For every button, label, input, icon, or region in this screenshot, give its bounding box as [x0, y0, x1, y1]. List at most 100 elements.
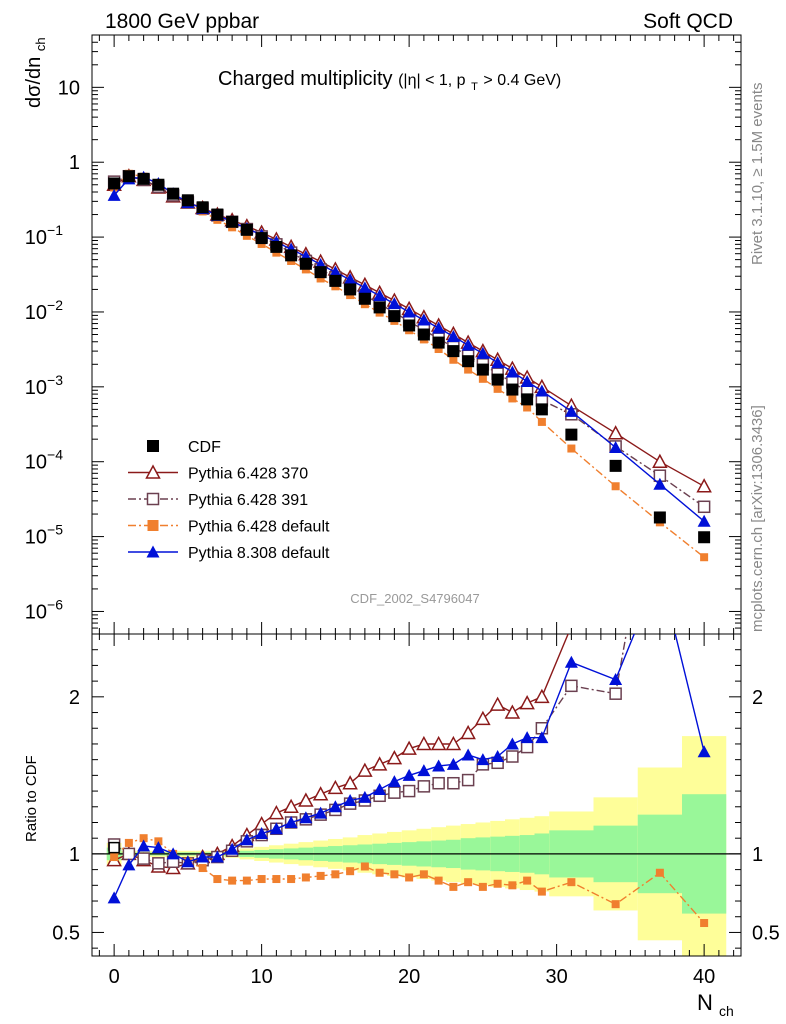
point-cdf [609, 459, 622, 472]
ratio-point-pdef6 [242, 876, 251, 885]
point-cdf [565, 428, 578, 441]
ratio-point-pdef6 [419, 870, 428, 879]
ratio-point-pdef6 [287, 875, 296, 884]
ratio-point-p391 [520, 740, 534, 754]
point-cdf [535, 403, 548, 416]
ratio-point-pdef6 [272, 875, 281, 884]
ratio-point-p370 [416, 735, 432, 751]
point-cdf [255, 232, 268, 245]
point-cdf [226, 215, 239, 228]
ratio-point-pdef6 [124, 838, 133, 847]
ratio-point-pdef6 [405, 873, 414, 882]
point-p8 [328, 265, 342, 278]
point-p8 [653, 477, 667, 490]
point-p370 [652, 453, 668, 468]
ratio-point-pdef6 [493, 879, 502, 888]
point-cdf [403, 319, 416, 332]
point-cdf [358, 292, 371, 305]
axis-ticks: 0 10 20 30 40 10−6 10−5 10−4 10−3 10−2 10−1 1 10 0.5 0… [25, 34, 780, 988]
point-p8 [387, 297, 401, 310]
ratio-point-p8 [535, 731, 549, 744]
ratio-series-layer [106, 634, 711, 928]
ratio-point-p370 [312, 786, 329, 801]
ratio-point-p8 [417, 764, 431, 777]
ratio-point-pdef6 [434, 876, 443, 885]
point-p8 [520, 374, 534, 387]
point-cdf [447, 345, 460, 358]
point-cdf [122, 170, 135, 183]
point-pdef6 [449, 355, 458, 364]
x-tick-label: 20 [398, 966, 420, 988]
main-series-layer [106, 168, 712, 562]
ratio-point-p8 [210, 850, 224, 863]
ratio-point-p8 [432, 759, 446, 772]
ratio-point-pdef6 [228, 876, 237, 885]
ratio-point-pdef6 [110, 853, 119, 862]
legend-marker-p391 [146, 492, 160, 506]
ratio-point-p391 [417, 780, 431, 793]
legend-label-pdef6: Pythia 6.428 default [188, 519, 330, 536]
point-p8 [609, 440, 623, 453]
ratio-point-p370 [386, 750, 403, 765]
series-line-p8 [113, 176, 705, 522]
point-p8 [491, 356, 505, 369]
point-cdf [491, 373, 504, 386]
ratio-y-tick-label-right: 1 [752, 844, 763, 866]
legend-marker-pdef6 [147, 520, 159, 531]
point-p8 [535, 384, 549, 397]
ratio-point-p8 [461, 748, 475, 761]
ratio-point-p370 [401, 740, 417, 755]
ratio-line-p391 [113, 634, 627, 865]
point-p8 [432, 321, 446, 334]
ratio-point-p8 [343, 793, 357, 806]
ratio-point-p8 [697, 745, 711, 758]
ratio-point-pdef6 [537, 887, 546, 896]
point-cdf [108, 177, 121, 190]
series-line-p391 [113, 175, 705, 508]
point-cdf [329, 274, 342, 287]
x-tick-label: 30 [546, 966, 568, 988]
ratio-point-pdef6 [139, 834, 148, 843]
point-cdf [698, 531, 711, 544]
ratio-y-tick-label: 2 [69, 687, 80, 709]
point-cdf [506, 383, 519, 396]
x-axis-label: N ch [697, 990, 734, 1019]
ratio-point-pdef6 [346, 867, 355, 876]
y-tick-label: 10−6 [25, 596, 63, 623]
legend-label-p391: Pythia 6.428 391 [188, 492, 308, 509]
ratio-point-p391 [388, 786, 401, 799]
y-tick-label: 10−4 [25, 447, 63, 474]
point-pdef6 [478, 374, 487, 383]
point-pdef6 [508, 394, 517, 403]
ratio-point-p370 [445, 735, 462, 751]
ratio-point-p370 [534, 688, 550, 704]
ratio-point-pdef6 [611, 900, 620, 909]
plot-title: Charged multiplicity (|η| < 1, p T > 0.4… [218, 68, 561, 95]
point-p8 [564, 404, 578, 417]
point-p8 [461, 338, 475, 351]
legend-label-p370: Pythia 6.428 370 [188, 466, 308, 483]
point-cdf [432, 336, 445, 349]
x-tick-label: 40 [693, 966, 715, 988]
ratio-point-pdef6 [213, 875, 222, 884]
ratio-point-p370 [430, 735, 447, 751]
ratio-y-tick-label-right: 2 [752, 687, 763, 709]
ratio-point-pdef6 [700, 919, 709, 928]
point-pdef6 [523, 403, 532, 412]
mcplots-label: mcplots.cern.ch [arXiv:1306.3436] [749, 405, 766, 632]
point-p8 [505, 365, 519, 378]
ratio-point-pdef6 [331, 870, 340, 879]
point-p8 [417, 313, 431, 326]
y-tick-label: 10−2 [25, 297, 63, 324]
header-right: Soft QCD [643, 10, 733, 33]
ratio-point-p8 [609, 673, 623, 686]
ratio-point-p8 [107, 891, 121, 904]
ratio-point-pdef6 [316, 871, 325, 880]
ratio-point-pdef6 [449, 882, 458, 891]
ratio-point-p391 [506, 750, 519, 763]
ratio-point-p370 [342, 775, 358, 790]
y-tick-label: 10−3 [25, 372, 63, 399]
ratio-point-cdf [108, 841, 120, 854]
ratio-point-p370 [519, 695, 535, 710]
point-cdf [653, 511, 666, 524]
